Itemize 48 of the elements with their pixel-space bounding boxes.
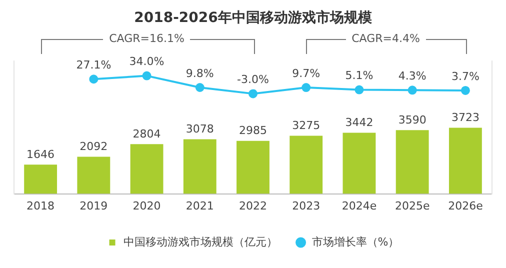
data-label: -3.0% bbox=[237, 73, 269, 86]
data-label: 3275 bbox=[292, 119, 320, 132]
point bbox=[302, 83, 311, 92]
bar bbox=[24, 164, 58, 194]
data-label: 34.0% bbox=[129, 55, 164, 68]
point bbox=[408, 86, 417, 95]
data-label: 3078 bbox=[186, 122, 214, 136]
legend-label: 中国移动游戏市场规模（亿元） bbox=[123, 235, 278, 248]
point bbox=[354, 85, 364, 94]
bar bbox=[77, 156, 110, 194]
x-tick-label: 2018 bbox=[26, 199, 55, 212]
bar bbox=[342, 132, 376, 194]
point bbox=[460, 86, 470, 95]
bar bbox=[183, 139, 216, 194]
data-label: 9.8% bbox=[186, 66, 214, 80]
text: CAGR=4.4% bbox=[346, 32, 426, 45]
text: CAGR=16.1% bbox=[103, 32, 190, 45]
data-label: 9.7% bbox=[292, 66, 320, 80]
data-label: 2985 bbox=[239, 124, 267, 138]
point bbox=[89, 74, 98, 84]
data-label: 2804 bbox=[132, 127, 161, 140]
chart-title: 2018-2026年中国移动游戏市场规模 bbox=[134, 9, 373, 26]
x-tick-label: 2021 bbox=[186, 199, 214, 212]
bar bbox=[130, 144, 164, 194]
x-tick-label: 2019 bbox=[80, 199, 108, 212]
x-tick-label: 2026e bbox=[448, 199, 484, 212]
x-tick-label: 2025e bbox=[394, 199, 430, 212]
point bbox=[248, 89, 258, 98]
data-label: 3723 bbox=[451, 111, 480, 124]
data-label: 3590 bbox=[398, 113, 426, 126]
x-tick-label: 2022 bbox=[239, 199, 267, 212]
bar bbox=[448, 128, 482, 194]
data-label: 27.1% bbox=[76, 58, 112, 72]
data-label: 3.7% bbox=[451, 70, 480, 83]
data-label: 4.3% bbox=[398, 70, 426, 83]
bar bbox=[236, 140, 270, 194]
data-label: 5.1% bbox=[345, 69, 374, 82]
bar bbox=[290, 136, 323, 194]
x-tick-label: 2023 bbox=[292, 199, 320, 212]
x-tick-label: 2024e bbox=[342, 199, 377, 212]
data-label: 3442 bbox=[345, 116, 374, 130]
x-tick-label: 2020 bbox=[132, 199, 161, 212]
data-label: 2092 bbox=[80, 140, 108, 154]
data-label: 1646 bbox=[26, 148, 55, 161]
point bbox=[142, 71, 152, 80]
legend-label: 市场增长率（%） bbox=[312, 235, 400, 248]
point bbox=[195, 82, 204, 92]
bar bbox=[396, 130, 429, 194]
